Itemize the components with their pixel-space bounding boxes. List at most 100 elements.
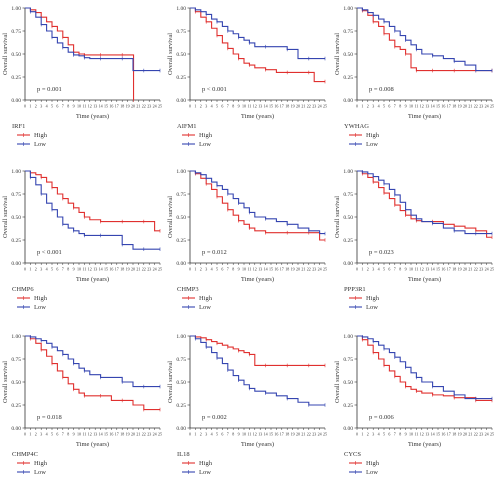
y-tick-label: 0.50 [343,215,353,221]
x-tick-label: 6 [388,104,390,109]
y-axis-title: Overall survival [167,361,174,403]
y-tick-label: 1.00 [11,334,21,340]
km-curve-low [357,335,492,400]
y-tick-label: 0.50 [343,52,353,58]
x-tick-label: 19 [126,432,130,437]
x-tick-label: 14 [99,432,103,437]
x-tick-label: 2 [200,432,202,437]
x-tick-label: 4 [46,432,48,437]
x-tick-label: 17 [447,432,451,437]
x-tick-label: 4 [378,104,380,109]
x-tick-label: 4 [378,432,380,437]
p-value-label: p < 0.001 [37,249,62,256]
x-tick-label: 15 [436,104,440,109]
x-tick-label: 22 [142,432,146,437]
x-tick-label: 7 [394,104,396,109]
legend-label-high: High [34,295,48,302]
x-axis-title: Time (years) [241,441,274,448]
x-tick-label: 7 [227,104,229,109]
x-axis-title: Time (years) [76,441,109,448]
x-tick-label: 22 [142,104,146,109]
x-tick-label: 24 [485,432,489,437]
y-tick-label: 1.00 [343,169,353,175]
x-tick-label: 4 [211,267,213,272]
x-tick-label: 18 [285,267,289,272]
km-panel-irf1: 0.000.250.500.751.000 1 2 3 4 5 6 7 8 9 10 11 12 13 14… [2,6,162,148]
x-tick-label: 23 [479,267,483,272]
x-tick-label: 17 [280,432,284,437]
x-tick-label: 7 [62,267,64,272]
km-panel-chmp6: 0.000.250.500.751.000 1 2 3 4 5 6 7 8 9 10 11 12 13 14… [2,169,162,311]
x-tick-label: 3 [205,267,207,272]
km-curve-low [190,7,325,60]
km-curve-high [25,7,135,100]
x-tick-label: 14 [431,267,435,272]
p-value-label: p = 0.002 [202,414,227,421]
legend-gene-label: CYCS [344,451,361,458]
x-tick-label: 4 [378,267,380,272]
p-value-label: p = 0.018 [37,414,62,421]
x-tick-label: 15 [269,104,273,109]
x-tick-label: 19 [126,267,130,272]
x-tick-label: 10 [409,432,413,437]
x-tick-label: 18 [120,104,124,109]
x-tick-label: 6 [56,267,58,272]
km-curve-low [190,335,325,406]
x-tick-label: 11 [414,104,418,109]
x-tick-label: 1 [194,432,196,437]
x-axis-title: Time (years) [241,276,274,283]
x-tick-label: 15 [104,104,108,109]
x-tick-label: 25 [323,267,327,272]
y-tick-label: 0.25 [176,75,186,81]
y-tick-label: 0.50 [343,380,353,386]
x-tick-label: 10 [77,432,81,437]
x-tick-label: 23 [479,432,483,437]
x-tick-label: 25 [490,104,494,109]
x-tick-label: 2 [367,432,369,437]
x-tick-label: 3 [40,432,42,437]
x-tick-label: 9 [73,432,75,437]
legend-label-low: Low [366,304,378,311]
y-tick-label: 0.50 [11,215,21,221]
legend-gene-label: YWHAG [344,123,369,130]
legend-label-high: High [199,132,213,139]
x-tick-label: 21 [136,104,140,109]
x-tick-label: 2 [35,432,37,437]
x-tick-label: 24 [153,267,157,272]
km-curve-high [190,170,325,241]
legend-label-low: Low [34,469,46,476]
x-tick-label: 16 [441,432,445,437]
y-axis-title: Overall survival [167,196,174,238]
x-tick-label: 24 [485,267,489,272]
x-tick-label: 11 [82,104,86,109]
km-curve-low [357,170,492,235]
km-curve-low [25,170,160,250]
x-tick-label: 20 [131,267,135,272]
x-tick-label: 16 [274,104,278,109]
y-tick-label: 0.75 [343,357,353,363]
x-tick-label: 17 [280,104,284,109]
x-tick-label: 19 [458,267,462,272]
x-axis-title: Time (years) [408,441,441,448]
x-tick-label: 25 [323,432,327,437]
x-tick-label: 23 [312,267,316,272]
km-curve-low [357,7,492,72]
x-tick-label: 0 [356,432,358,437]
x-tick-label: 21 [468,267,472,272]
x-tick-label: 15 [436,267,440,272]
x-tick-label: 17 [115,267,119,272]
x-tick-label: 13 [258,432,262,437]
x-tick-label: 15 [436,432,440,437]
x-tick-label: 9 [238,267,240,272]
x-tick-label: 12 [420,104,424,109]
y-tick-label: 0.75 [343,29,353,35]
p-value-label: p < 0.001 [202,86,227,93]
km-panel-aifm1: 0.000.250.500.751.000 1 2 3 4 5 6 7 8 9 10 11 12 13 14… [167,6,327,148]
x-tick-label: 16 [441,104,445,109]
x-tick-label: 22 [474,432,478,437]
km-curve-low [25,7,160,72]
x-tick-label: 14 [99,267,103,272]
x-tick-label: 18 [452,267,456,272]
x-tick-label: 24 [485,104,489,109]
